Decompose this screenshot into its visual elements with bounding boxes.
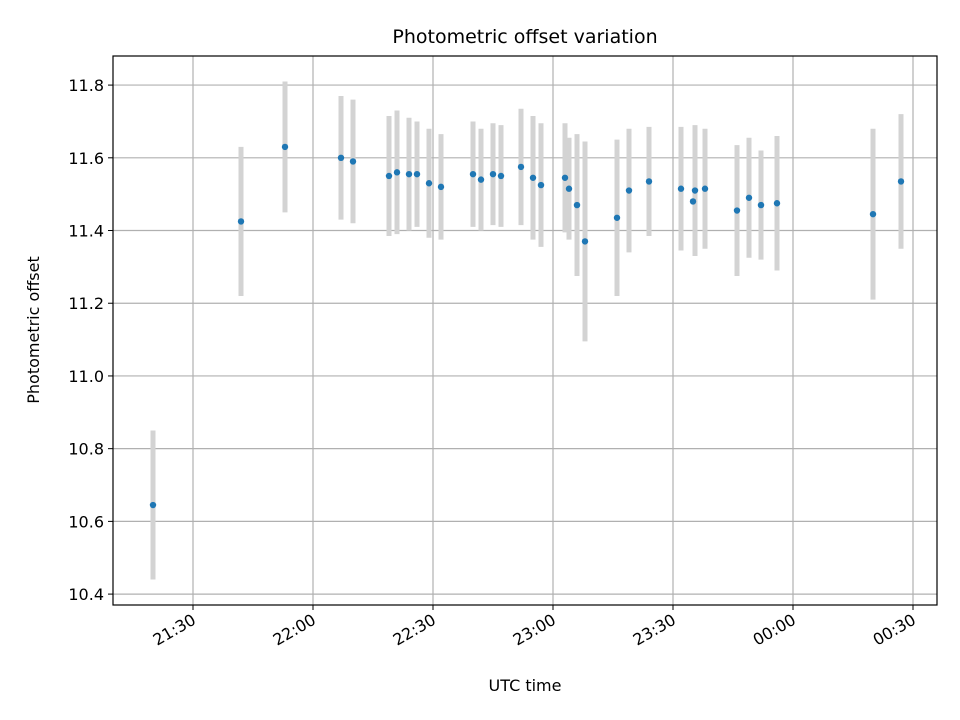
y-tick-label: 11.4: [68, 222, 104, 241]
chart-title: Photometric offset variation: [392, 26, 657, 48]
data-point: [393, 169, 401, 176]
data-point: [897, 178, 905, 185]
y-tick-label: 10.4: [68, 585, 104, 604]
data-point: [237, 218, 245, 225]
data-point: [773, 200, 781, 207]
data-point: [677, 185, 685, 192]
data-point: [733, 207, 741, 214]
data-point: [477, 176, 485, 183]
data-point: [337, 154, 345, 162]
y-tick-label: 11.2: [68, 294, 104, 313]
data-point: [581, 238, 589, 245]
y-tick-label: 11.8: [68, 76, 104, 95]
data-point: [489, 170, 497, 178]
data-point: [701, 185, 709, 192]
y-axis-label: Photometric offset: [24, 256, 43, 404]
y-axis: 10.4 10.6 10.8 11.0 11.2 11.4 11.6 11.8: [68, 76, 113, 604]
data-point: [689, 198, 697, 205]
y-tick-label: 10.8: [68, 440, 104, 459]
plot-frame: [112, 55, 938, 606]
data-point: [425, 180, 433, 187]
data-point: [561, 174, 569, 181]
data-point: [573, 201, 581, 209]
data-point: [529, 174, 537, 181]
data-point: [691, 187, 699, 194]
data-point: [497, 172, 505, 180]
data-point: [537, 181, 545, 189]
data-point: [349, 158, 357, 165]
grid: [113, 56, 937, 605]
data-point: [149, 501, 157, 509]
data-point: [437, 183, 445, 191]
data-point: [869, 210, 877, 218]
data-point: [517, 163, 525, 171]
data-point: [757, 201, 765, 209]
data-point: [413, 170, 421, 178]
data-point: [405, 170, 413, 178]
data-point: [385, 172, 393, 180]
data-point: [565, 185, 573, 192]
y-tick-label: 10.6: [68, 512, 104, 531]
data-point: [613, 214, 621, 221]
y-tick-label: 11.6: [68, 149, 104, 168]
data-point: [625, 187, 633, 194]
data-point: [281, 143, 289, 151]
y-tick-label: 11.0: [68, 367, 104, 386]
data-point: [745, 194, 753, 201]
x-axis-label: UTC time: [489, 676, 562, 695]
data-points: [149, 143, 905, 509]
data-point: [469, 170, 477, 178]
data-point: [645, 178, 653, 185]
